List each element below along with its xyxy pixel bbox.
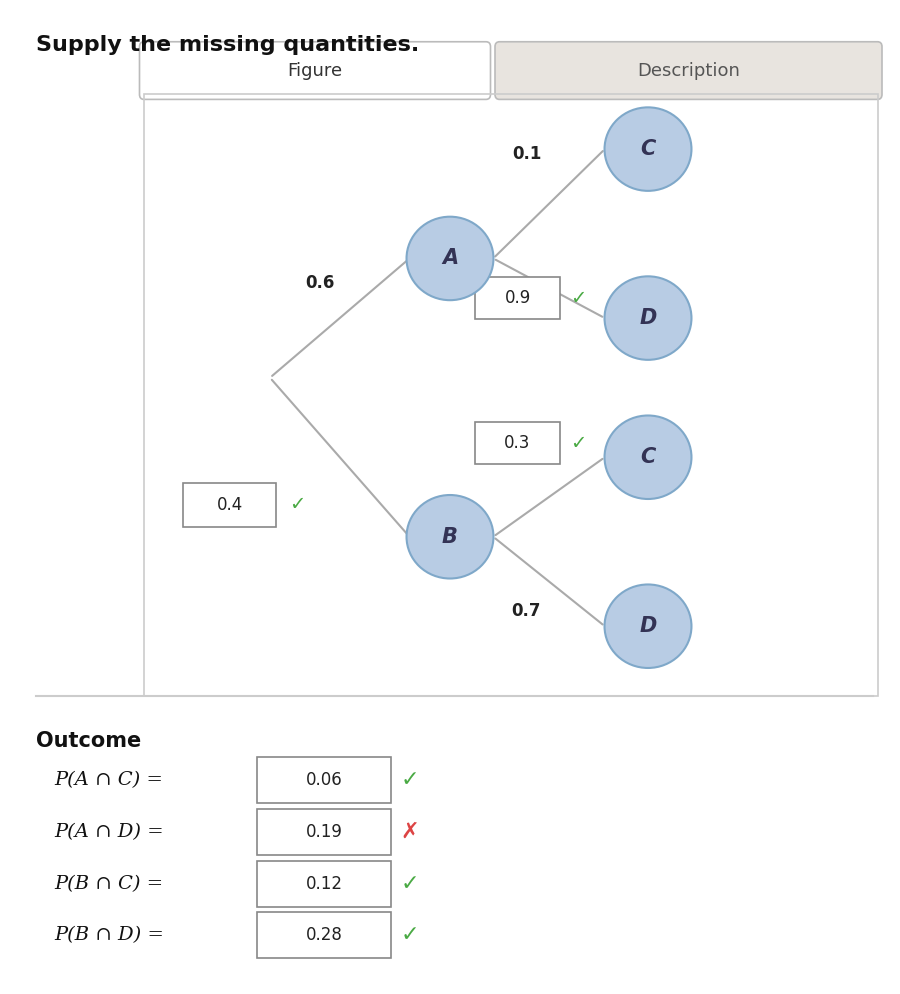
Text: ✓: ✓ xyxy=(571,288,587,308)
Text: 0.12: 0.12 xyxy=(305,875,343,893)
FancyBboxPatch shape xyxy=(257,861,391,907)
Ellipse shape xyxy=(605,276,691,360)
Text: D: D xyxy=(639,308,657,328)
Text: Outcome: Outcome xyxy=(36,731,141,750)
Text: ✓: ✓ xyxy=(400,770,418,790)
Text: 0.28: 0.28 xyxy=(306,926,342,944)
Text: C: C xyxy=(640,447,656,467)
Text: 0.1: 0.1 xyxy=(512,145,541,163)
Text: D: D xyxy=(639,616,657,636)
FancyBboxPatch shape xyxy=(257,757,391,803)
Text: Supply the missing quantities.: Supply the missing quantities. xyxy=(36,35,419,55)
Text: ✓: ✓ xyxy=(289,495,305,515)
Text: 0.6: 0.6 xyxy=(305,274,334,292)
FancyBboxPatch shape xyxy=(475,422,560,464)
FancyBboxPatch shape xyxy=(257,809,391,855)
Text: P(B ∩ C) =: P(B ∩ C) = xyxy=(54,875,163,893)
Ellipse shape xyxy=(407,217,493,300)
Ellipse shape xyxy=(605,107,691,191)
Ellipse shape xyxy=(605,415,691,499)
Text: Figure: Figure xyxy=(287,62,343,80)
Text: ✗: ✗ xyxy=(400,822,418,842)
Text: P(A ∩ D) =: P(A ∩ D) = xyxy=(54,823,164,841)
Text: C: C xyxy=(640,139,656,159)
Text: B: B xyxy=(442,527,458,547)
Text: A: A xyxy=(442,248,458,268)
Text: ✓: ✓ xyxy=(571,433,587,453)
Text: P(A ∩ C) =: P(A ∩ C) = xyxy=(54,771,163,789)
Text: Description: Description xyxy=(637,62,740,80)
FancyBboxPatch shape xyxy=(257,912,391,958)
Text: 0.4: 0.4 xyxy=(216,496,243,514)
FancyBboxPatch shape xyxy=(495,42,882,99)
Ellipse shape xyxy=(407,495,493,579)
FancyBboxPatch shape xyxy=(140,42,490,99)
Text: 0.7: 0.7 xyxy=(512,602,541,620)
Text: 0.06: 0.06 xyxy=(306,771,342,789)
Text: 0.3: 0.3 xyxy=(504,434,531,452)
Ellipse shape xyxy=(605,584,691,668)
Text: P(B ∩ D) =: P(B ∩ D) = xyxy=(54,926,164,944)
FancyBboxPatch shape xyxy=(475,277,560,319)
Text: ✓: ✓ xyxy=(400,925,418,945)
Text: 0.9: 0.9 xyxy=(504,289,531,307)
Text: 0.19: 0.19 xyxy=(306,823,342,841)
Text: ✓: ✓ xyxy=(400,874,418,894)
FancyBboxPatch shape xyxy=(183,483,276,527)
